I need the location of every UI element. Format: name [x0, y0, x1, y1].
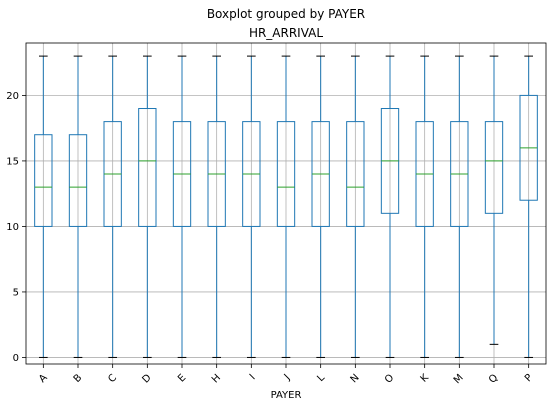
x-tick-label: N	[349, 372, 362, 385]
x-tick-label: L	[315, 372, 327, 384]
box-iqr	[276, 121, 296, 227]
box-L	[311, 55, 330, 358]
x-tick-label: M	[452, 372, 466, 386]
x-tick-label: P	[523, 372, 535, 384]
x-tick-label: O	[383, 372, 396, 385]
boxes	[34, 55, 538, 358]
box-K	[415, 55, 434, 358]
box-I	[242, 55, 261, 358]
box-N	[346, 55, 365, 358]
chart-title: HR_ARRIVAL	[249, 26, 323, 40]
y-tick-label: 0	[13, 353, 19, 364]
y-axis-ticks: 0 5 10 15 20	[6, 91, 26, 364]
x-tick-label: C	[106, 372, 119, 385]
x-tick-label: E	[176, 372, 188, 384]
x-tick-label: J	[282, 372, 293, 383]
box-iqr	[138, 108, 157, 227]
box-H	[207, 55, 226, 358]
y-tick-label: 5	[13, 287, 19, 298]
box-iqr	[34, 134, 53, 227]
x-tick-label: D	[140, 372, 153, 385]
box-J	[276, 55, 296, 358]
box-C	[103, 55, 122, 358]
plot-frame	[25, 42, 547, 365]
y-tick-label: 10	[6, 222, 19, 233]
box-B	[68, 55, 88, 358]
y-tick-label: 20	[6, 91, 19, 102]
x-tick-label: A	[37, 372, 50, 385]
x-tick-label: B	[72, 372, 85, 385]
box-M	[450, 55, 469, 358]
x-tick-label: I	[248, 372, 258, 382]
x-tick-label: Q	[487, 372, 500, 385]
x-tick-label: K	[419, 372, 432, 385]
box-Q	[484, 55, 504, 345]
x-tick-label: H	[210, 372, 223, 385]
box-A	[34, 55, 53, 358]
box-iqr	[68, 134, 88, 227]
box-P	[519, 55, 538, 358]
x-axis-label: PAYER	[271, 390, 302, 401]
box-D	[138, 55, 157, 358]
box-E	[172, 55, 192, 358]
y-tick-label: 15	[6, 156, 19, 167]
chart-suptitle: Boxplot grouped by PAYER	[207, 7, 365, 21]
box-iqr	[346, 121, 365, 227]
box-iqr	[484, 121, 504, 214]
box-O	[380, 55, 400, 358]
